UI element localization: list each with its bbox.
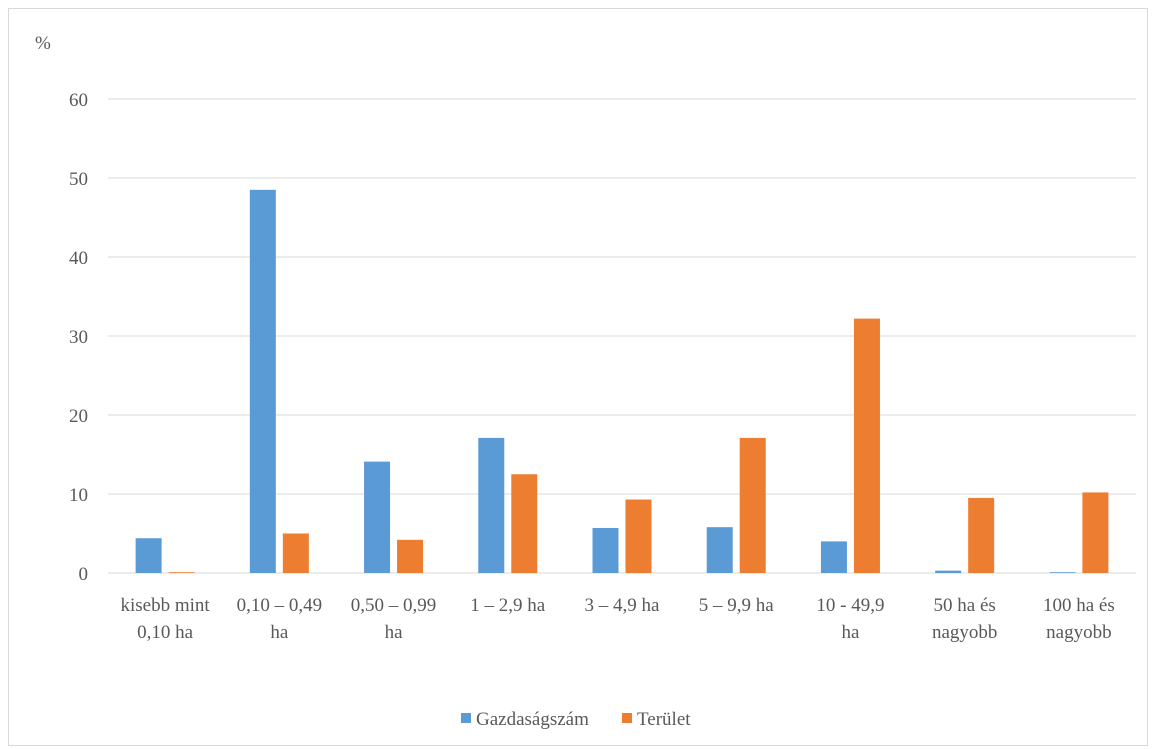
- bar-gazdasagszam: [592, 527, 619, 573]
- bar-gazdasagszam: [820, 541, 847, 573]
- x-tick-label-line: 100 ha és: [1043, 595, 1115, 616]
- x-tick-label-line: ha: [841, 622, 860, 643]
- x-tick-label-line: nagyobb: [932, 622, 997, 643]
- bar-gazdasagszam: [478, 437, 505, 573]
- legend-label: Terület: [637, 709, 691, 730]
- legend: Gazdaságszám Terület: [461, 709, 691, 730]
- x-tick-label-line: ha: [270, 622, 289, 643]
- y-tick-label: 50: [69, 169, 88, 190]
- x-tick-label-line: 0,10 ha: [137, 622, 194, 643]
- x-tick-label-line: 50 ha és: [934, 595, 996, 616]
- chart-frame: [8, 8, 1148, 746]
- gridlines: [108, 98, 1136, 574]
- x-tick-label-line: 3 – 4,9 ha: [585, 595, 661, 616]
- x-tick-label: 0,10 – 0,49 ha: [237, 595, 323, 643]
- x-tick-label: 3 – 4,9 ha: [585, 595, 661, 616]
- y-axis-ticks: 0 10 20 30 40 50 60: [69, 90, 88, 585]
- bar-terulet: [853, 318, 880, 573]
- y-tick-label: 60: [69, 90, 88, 111]
- x-tick-label-line: 5 – 9,9 ha: [699, 595, 775, 616]
- x-tick-label-line: nagyobb: [1046, 622, 1111, 643]
- bar-terulet: [282, 533, 309, 573]
- y-tick-label: 30: [69, 327, 88, 348]
- bar-terulet: [1082, 492, 1109, 573]
- y-axis-unit-label: %: [35, 33, 51, 54]
- bars: [135, 189, 1109, 573]
- y-tick-label: 10: [69, 485, 88, 506]
- bar-terulet: [397, 539, 424, 573]
- bar-gazdasagszam: [706, 527, 733, 573]
- x-tick-label-line: 10 - 49,9: [816, 595, 884, 616]
- x-tick-label-line: 0,10 – 0,49: [237, 595, 323, 616]
- bar-terulet: [511, 474, 538, 573]
- x-tick-label: 50 ha és nagyobb: [932, 595, 997, 643]
- legend-swatch: [461, 713, 471, 723]
- x-tick-label-line: kisebb mint: [121, 595, 211, 616]
- y-tick-label: 20: [69, 406, 88, 427]
- bar-terulet: [625, 499, 652, 573]
- x-tick-label: 0,50 – 0,99 ha: [351, 595, 437, 643]
- bar-gazdasagszam: [249, 189, 276, 573]
- bar-gazdasagszam: [364, 461, 391, 573]
- y-tick-label: 0: [79, 564, 89, 585]
- x-tick-label-line: 0,50 – 0,99: [351, 595, 437, 616]
- bar-gazdasagszam: [935, 570, 962, 573]
- bar-terulet: [739, 437, 766, 573]
- x-tick-label: 1 – 2,9 ha: [470, 595, 546, 616]
- x-tick-label: 100 ha és nagyobb: [1043, 595, 1115, 643]
- legend-swatch: [622, 713, 632, 723]
- x-tick-label: 5 – 9,9 ha: [699, 595, 775, 616]
- x-axis-category-labels: kisebb mint 0,10 ha0,10 – 0,49 ha0,50 – 0,…: [121, 595, 1115, 643]
- bar-gazdasagszam: [135, 538, 162, 573]
- x-tick-label-line: ha: [385, 622, 404, 643]
- y-tick-label: 40: [69, 248, 88, 269]
- legend-label: Gazdaságszám: [476, 709, 589, 730]
- x-tick-label: kisebb mint 0,10 ha: [121, 595, 211, 643]
- x-tick-label-line: 1 – 2,9 ha: [470, 595, 546, 616]
- x-tick-label: 10 - 49,9 ha: [816, 595, 884, 643]
- bar-terulet: [968, 497, 995, 573]
- bar-terulet: [168, 572, 195, 573]
- bar-gazdasagszam: [1049, 572, 1076, 573]
